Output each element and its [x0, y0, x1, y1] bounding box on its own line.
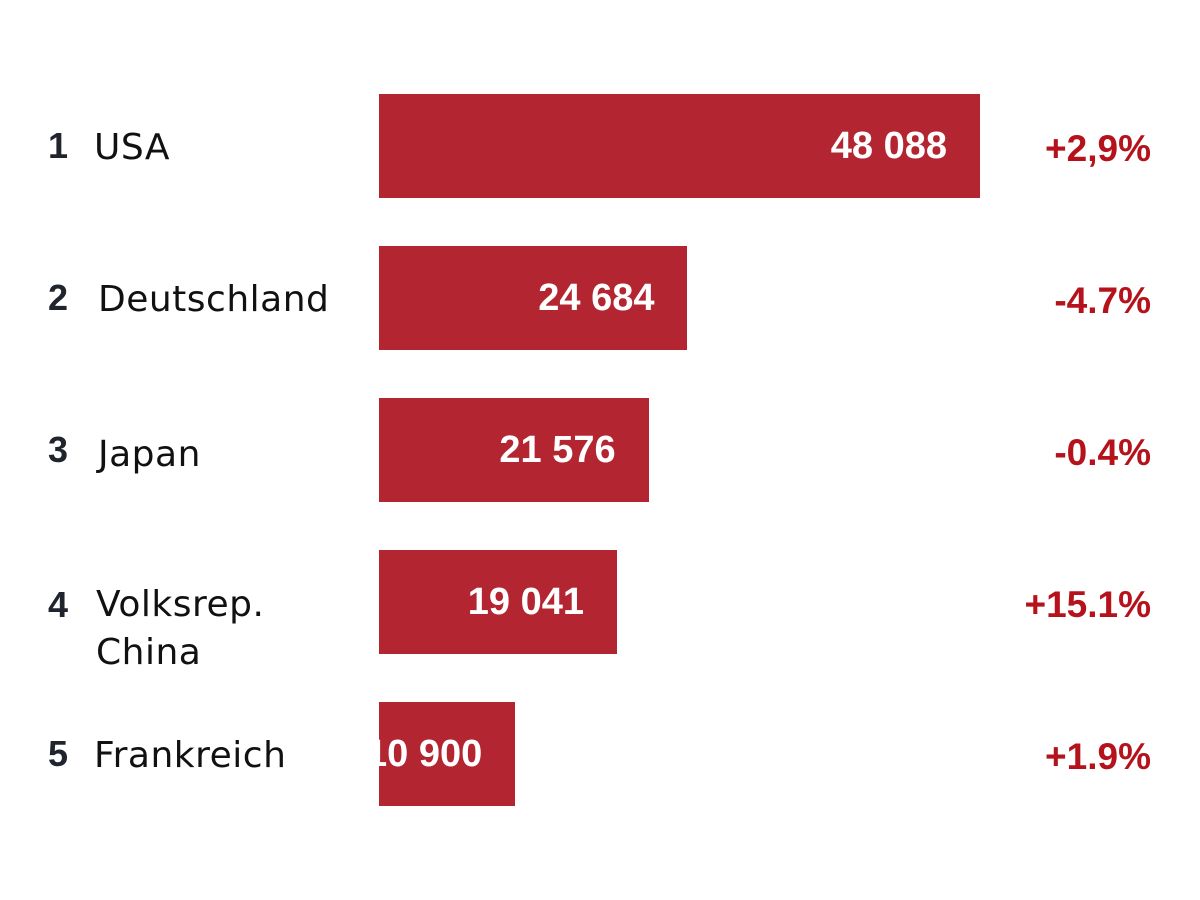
country-label-line: China: [96, 629, 264, 677]
rank-number: 5: [48, 733, 68, 775]
country-label: Frankreich: [94, 732, 286, 780]
bar-value-label: 21 576: [499, 398, 615, 502]
rank-number: 2: [48, 277, 68, 319]
change-percent: -0.4%: [1054, 401, 1151, 505]
bar-value-label: 48 088: [831, 94, 947, 198]
change-percent: +15.1%: [1024, 553, 1151, 657]
rank-number: 3: [48, 429, 68, 471]
country-label: Volksrep.China: [96, 581, 264, 677]
country-label: Deutschland: [98, 276, 329, 324]
change-percent: -4.7%: [1054, 249, 1151, 353]
country-label: USA: [94, 124, 170, 172]
rank-number: 1: [48, 125, 68, 167]
country-label-line: Volksrep.: [96, 581, 264, 629]
bar-value-label: 24 684: [538, 246, 654, 350]
bar-value-label: 19 041: [468, 550, 584, 654]
country-label: Japan: [98, 431, 201, 479]
bar-value-label: 10 900: [366, 702, 482, 806]
rank-number: 4: [48, 584, 68, 626]
change-percent: +2,9%: [1045, 97, 1151, 201]
change-percent: +1.9%: [1045, 705, 1151, 809]
